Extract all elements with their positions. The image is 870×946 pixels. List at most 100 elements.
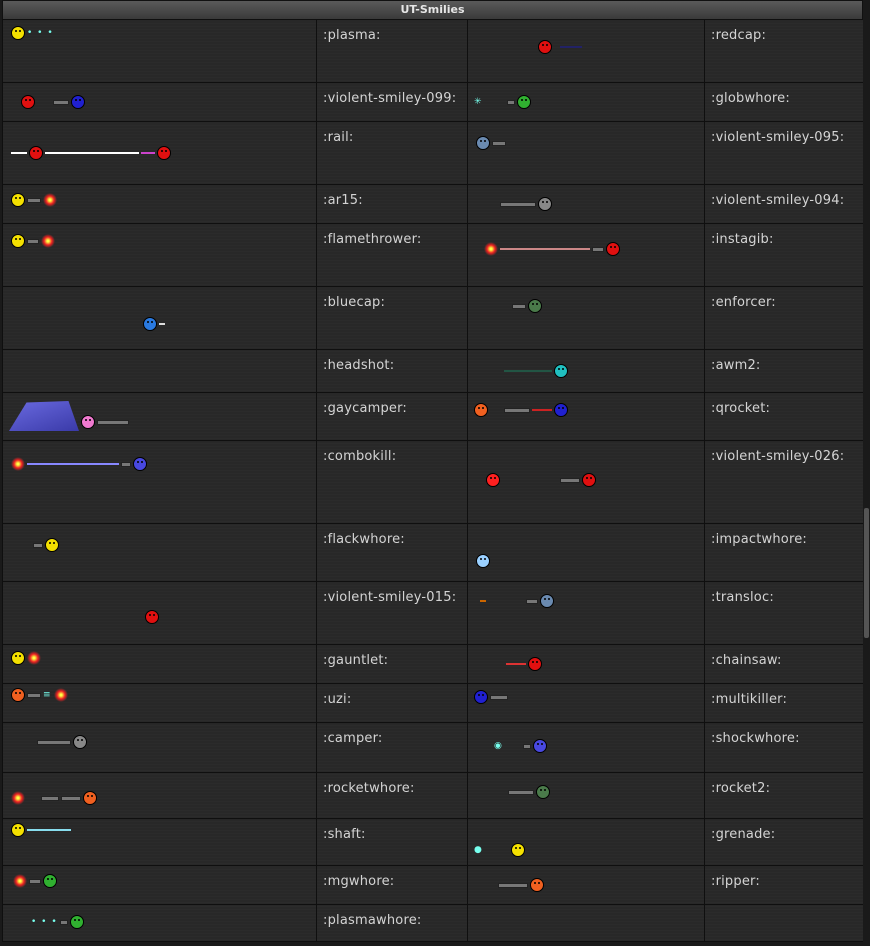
left-smiley-image (11, 823, 71, 837)
smiley-cell[interactable] (467, 392, 705, 441)
smiley-code: :rocketwhore: (316, 772, 468, 819)
weapon-icon (29, 878, 41, 884)
smiley-code: :uzi: (316, 683, 468, 723)
smiley-cell[interactable]: • • • (2, 19, 317, 83)
smiley-face-icon (554, 403, 568, 417)
right-smiley-image (486, 473, 596, 487)
smiley-cell[interactable] (2, 392, 317, 441)
smiley-cell[interactable] (2, 865, 317, 905)
smiley-code: :shaft: (316, 818, 468, 866)
smiley-cell[interactable] (2, 523, 317, 582)
smiley-code: :globwhore: (704, 82, 864, 122)
left-smiley-image (11, 234, 55, 248)
smiley-code: :bluecap: (316, 286, 468, 350)
smiley-cell[interactable] (467, 865, 705, 905)
smiley-code: :violent-smiley-099: (316, 82, 468, 122)
projectile-icon (480, 600, 486, 602)
weapon-icon (121, 461, 131, 467)
smiley-code: :ripper: (704, 865, 864, 905)
smiley-cell[interactable] (2, 286, 317, 350)
smiley-cell[interactable] (2, 581, 317, 645)
smiley-row: :violent-smiley-099: ✳ :globwhore: (2, 82, 864, 122)
weapon-icon (522, 743, 531, 749)
smiley-cell[interactable]: ≡ (2, 683, 317, 723)
smiley-cell[interactable] (467, 523, 705, 582)
smiley-cell[interactable] (2, 644, 317, 684)
smiley-cell[interactable]: ✳ (467, 82, 705, 122)
scrollbar[interactable] (863, 0, 870, 946)
smiley-code: :plasma: (316, 19, 468, 83)
particles-icon: ✳ (474, 96, 483, 107)
smiley-code: :rail: (316, 121, 468, 185)
projectile-icon (560, 46, 582, 48)
smiley-cell[interactable] (467, 644, 705, 684)
smiley-face-icon (11, 823, 25, 837)
smiley-cell[interactable] (467, 772, 705, 819)
smiley-face-icon (554, 364, 568, 378)
smiley-cell[interactable] (467, 184, 705, 224)
smiley-cell[interactable] (2, 818, 317, 866)
smiley-face-icon (582, 473, 596, 487)
smiley-cell[interactable] (467, 349, 705, 393)
smiley-cell[interactable] (2, 440, 317, 524)
smiley-cell[interactable] (467, 683, 705, 723)
weapon-icon (37, 739, 71, 745)
explosion-icon (11, 791, 25, 805)
particles-icon: ● (474, 844, 483, 855)
smiley-cell[interactable] (2, 82, 317, 122)
right-smiley-image (506, 657, 542, 671)
smiley-code: :chainsaw: (704, 644, 864, 684)
smiley-cell[interactable]: ◉ (467, 722, 705, 773)
weapon-icon (490, 694, 508, 700)
explosion-icon (43, 193, 57, 207)
smiley-cell[interactable] (2, 121, 317, 185)
smiley-code: :plasmawhore: (316, 904, 468, 942)
smiley-cell[interactable] (467, 440, 705, 524)
smiley-face-icon (530, 878, 544, 892)
smiley-cell[interactable] (467, 223, 705, 287)
weapon-icon (27, 238, 39, 244)
smiley-cell[interactable] (2, 722, 317, 773)
smiley-cell[interactable] (467, 121, 705, 185)
weapon-icon (27, 692, 41, 698)
weapon-icon (41, 795, 59, 801)
weapon-icon (33, 542, 43, 548)
smiley-code: :enforcer: (704, 286, 864, 350)
smiley-cell[interactable] (467, 581, 705, 645)
left-smiley-image (11, 791, 97, 805)
smiley-face-icon (21, 95, 35, 109)
smiley-cell[interactable] (2, 223, 317, 287)
smiley-cell[interactable] (2, 184, 317, 224)
weapon-icon (61, 795, 81, 801)
projectile-icon (27, 463, 119, 465)
smiley-cell[interactable] (2, 349, 317, 393)
explosion-icon (41, 234, 55, 248)
panel-title: UT-Smilies (2, 0, 863, 19)
smiley-code: :headshot: (316, 349, 468, 393)
left-smiley-image (13, 874, 57, 888)
smiley-code: :flackwhore: (316, 523, 468, 582)
smiley-face-icon (538, 40, 552, 54)
smiley-cell[interactable] (2, 772, 317, 819)
smiley-face-icon (536, 785, 550, 799)
explosion-icon (11, 457, 25, 471)
particles-icon: ≡ (43, 689, 52, 700)
smiley-cell[interactable]: ● (467, 818, 705, 866)
smiley-cell[interactable] (467, 286, 705, 350)
right-smiley-image (474, 690, 508, 704)
scrollbar-thumb[interactable] (864, 508, 869, 638)
smiley-cell[interactable] (467, 19, 705, 83)
smiley-row: :mgwhore::ripper: (2, 865, 864, 905)
smiley-face-icon (11, 651, 25, 665)
smiley-cell[interactable]: • • • (2, 904, 317, 942)
smiley-code (704, 904, 864, 942)
smiley-cell (467, 904, 705, 942)
particles-icon: • • • (31, 916, 58, 927)
smilies-table: • • •:plasma::redcap::violent-smiley-099… (2, 19, 864, 942)
smiley-face-icon (516, 95, 531, 109)
left-smiley-image (11, 457, 147, 471)
projectile-icon (506, 663, 526, 665)
smiley-face-icon (83, 791, 97, 805)
right-smiley-image (484, 242, 620, 256)
smiley-face-icon (71, 95, 85, 109)
